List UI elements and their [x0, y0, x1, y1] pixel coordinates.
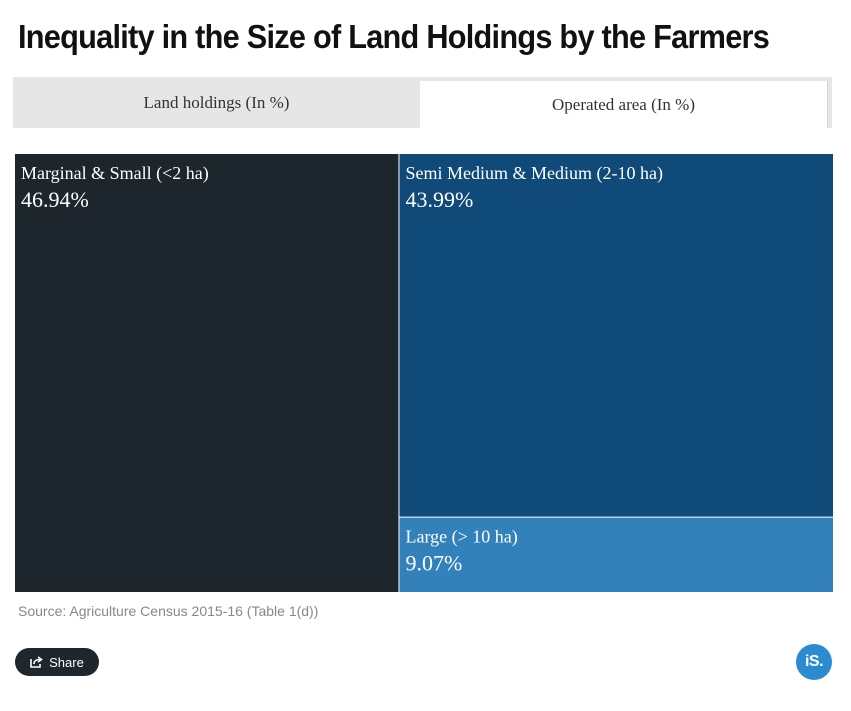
treemap-cell-large-10-ha[interactable] [399, 517, 833, 592]
treemap-cell-label: Semi Medium & Medium (2-10 ha) [405, 163, 662, 184]
tab-land-holdings[interactable]: Land holdings (In %) [143, 92, 290, 112]
treemap-cell-marginal-small-2-ha[interactable] [15, 154, 399, 592]
treemap-cell-value: 46.94% [21, 187, 89, 212]
treemap-cell-label: Marginal & Small (<2 ha) [21, 163, 209, 184]
brand-logo[interactable]: iS. [796, 644, 832, 680]
share-icon [30, 656, 44, 668]
source-note: Source: Agriculture Census 2015-16 (Tabl… [18, 603, 319, 619]
tab-bar: Land holdings (In %) Operated area (In %… [13, 77, 832, 128]
share-button[interactable]: Share [15, 648, 99, 676]
treemap-cell-label: Large (> 10 ha) [405, 527, 517, 548]
share-label: Share [49, 654, 84, 670]
treemap-cell-value: 43.99% [405, 187, 473, 212]
treemap-chart: Marginal & Small (<2 ha) 46.94% Semi Mediu… [15, 154, 833, 592]
treemap-cell-semi-medium-medium-2-10-ha[interactable] [399, 154, 833, 517]
treemap-cell-value: 9.07% [405, 551, 462, 576]
tab-operated-area[interactable]: Operated area (In %) [420, 81, 828, 128]
chart-title: Inequality in the Size of Land Holdings … [18, 18, 770, 55]
treemap-svg: Marginal & Small (<2 ha) 46.94% Semi Mediu… [15, 154, 833, 592]
